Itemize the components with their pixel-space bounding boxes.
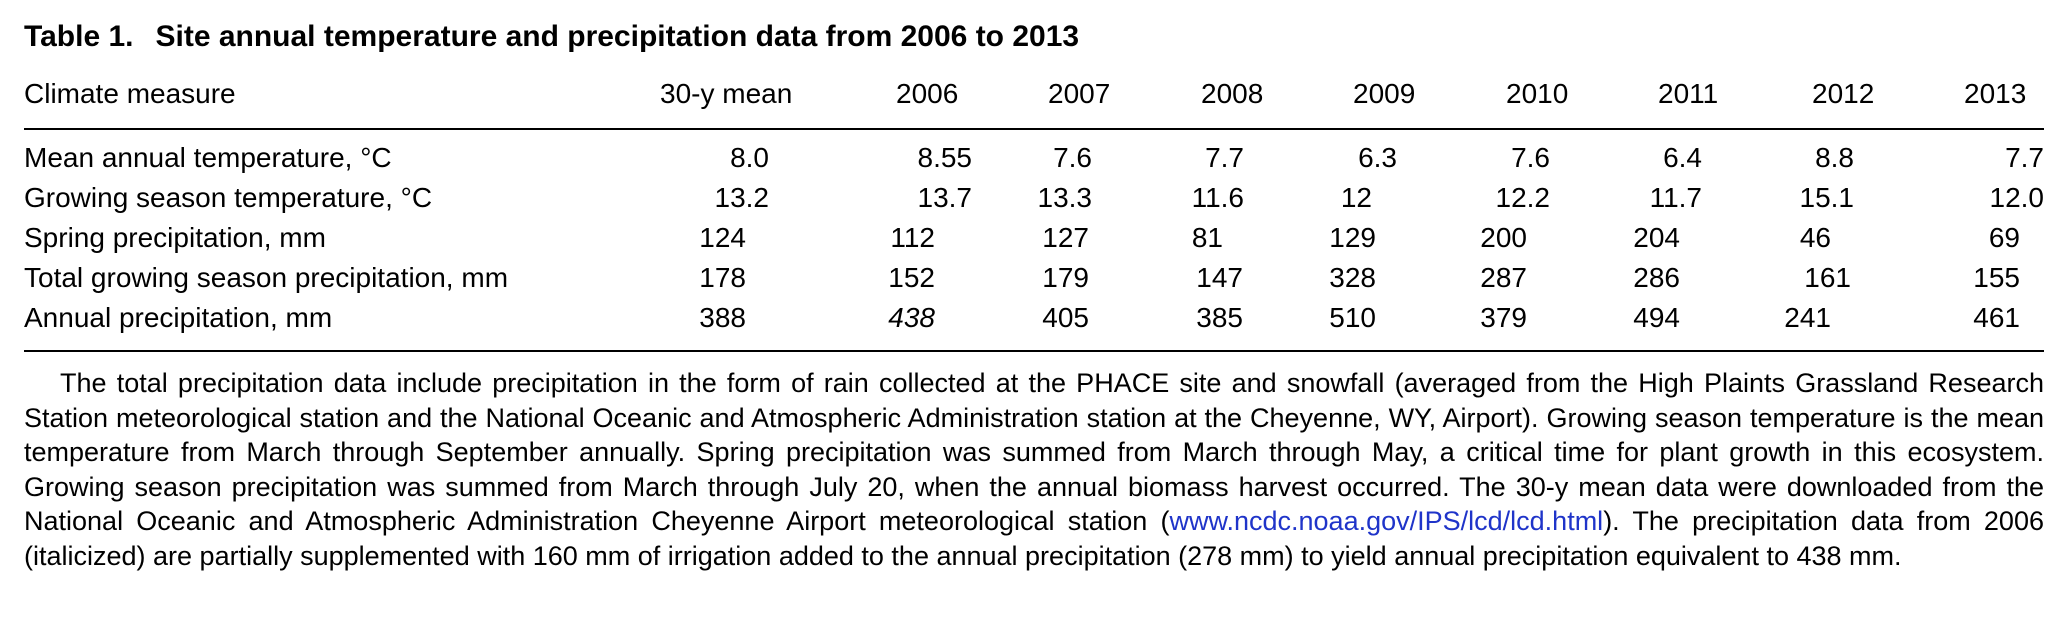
cell: 8.8 <box>1815 142 1854 173</box>
table-row: Total growing season precipitation, mm 1… <box>0 262 2068 302</box>
header-2012: 2012 <box>1812 78 1875 109</box>
table-title: Table 1. Site annual temperature and prec… <box>24 20 1079 54</box>
header-2007: 2007 <box>1048 78 1111 109</box>
cell-italic: 438 <box>888 302 935 333</box>
table-label: Table 1. <box>24 20 134 53</box>
header-2011: 2011 <box>1658 78 1719 109</box>
header-2008: 2008 <box>1201 78 1264 109</box>
header-30y-mean: 30-y mean <box>660 78 793 109</box>
cell: 178 <box>699 262 746 293</box>
footnote-text-after-link: ). The precipitation data from 2006 (ita… <box>24 506 2044 571</box>
cell: 287 <box>1480 262 1527 293</box>
header-2010: 2010 <box>1506 78 1569 109</box>
cell: 81 <box>1191 222 1223 253</box>
table-bottom-rule <box>24 350 2044 352</box>
footnote-link[interactable]: www.ncdc.noaa.gov/IPS/lcd/lcd.html <box>1169 506 1604 536</box>
cell: 127 <box>1042 222 1089 253</box>
cell: 15.1 <box>1799 182 1855 213</box>
header-2013: 2013 <box>1964 78 2027 109</box>
cell: 179 <box>1042 262 1089 293</box>
cell: 6.4 <box>1663 142 1702 173</box>
cell: 12 <box>1340 182 1372 213</box>
row-label: Mean annual temperature, °C <box>24 142 392 173</box>
cell: 7.6 <box>1511 142 1550 173</box>
cell: 161 <box>1804 262 1851 293</box>
cell: 204 <box>1633 222 1680 253</box>
cell: 152 <box>888 262 935 293</box>
cell: 286 <box>1633 262 1680 293</box>
row-label: Spring precipitation, mm <box>24 222 326 253</box>
cell: 385 <box>1196 302 1243 333</box>
table-caption: Site annual temperature and precipitatio… <box>155 20 1080 53</box>
cell: 69 <box>1988 222 2020 253</box>
cell: 494 <box>1633 302 1680 333</box>
header-2006: 2006 <box>896 78 959 109</box>
table-row: Mean annual temperature, °C 8.0 8.55 7.6… <box>0 142 2068 182</box>
cell: 13.7 <box>917 182 973 213</box>
header-rule <box>24 128 2044 130</box>
footnote-text-before-link: The total precipitation data include pre… <box>24 368 2044 536</box>
cell: 11.7 <box>1649 182 1702 213</box>
cell: 241 <box>1784 302 1831 333</box>
table-footnote: The total precipitation data include pre… <box>24 366 2044 573</box>
cell: 7.7 <box>1205 142 1244 173</box>
cell: 8.55 <box>917 142 973 173</box>
cell: 13.2 <box>714 182 770 213</box>
cell: 12.2 <box>1495 182 1551 213</box>
cell: 379 <box>1480 302 1527 333</box>
cell: 8.0 <box>730 142 769 173</box>
cell: 12.0 <box>1989 182 2045 213</box>
cell: 200 <box>1480 222 1527 253</box>
cell: 6.3 <box>1358 142 1397 173</box>
cell: 129 <box>1329 222 1376 253</box>
cell: 13.3 <box>1037 182 1093 213</box>
cell: 405 <box>1042 302 1089 333</box>
cell: 147 <box>1196 262 1243 293</box>
cell: 124 <box>699 222 746 253</box>
cell: 461 <box>1973 302 2020 333</box>
cell: 11.6 <box>1191 182 1244 213</box>
cell: 510 <box>1329 302 1376 333</box>
table-row: Spring precipitation, mm 124 112 127 81 … <box>0 222 2068 262</box>
cell: 112 <box>890 222 935 253</box>
cell: 388 <box>699 302 746 333</box>
row-label: Annual precipitation, mm <box>24 302 333 333</box>
cell: 46 <box>1799 222 1831 253</box>
cell: 7.7 <box>2005 142 2044 173</box>
table-row: Growing season temperature, °C 13.2 13.7… <box>0 182 2068 222</box>
header-climate-measure: Climate measure <box>24 78 236 109</box>
row-label: Growing season temperature, °C <box>24 182 433 213</box>
cell: 7.6 <box>1053 142 1092 173</box>
row-label: Total growing season precipitation, mm <box>24 262 509 293</box>
cell: 328 <box>1329 262 1376 293</box>
header-2009: 2009 <box>1353 78 1416 109</box>
cell: 155 <box>1973 262 2020 293</box>
table-row: Annual precipitation, mm 388 438 405 385… <box>0 302 2068 342</box>
